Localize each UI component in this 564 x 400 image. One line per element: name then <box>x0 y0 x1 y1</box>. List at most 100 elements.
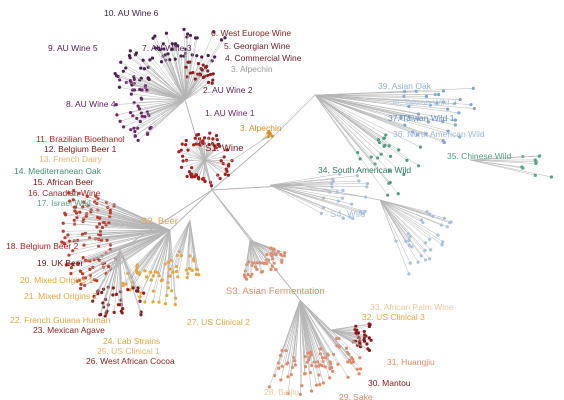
branch <box>140 67 186 101</box>
branch <box>314 94 421 148</box>
leaf <box>375 156 380 160</box>
branch <box>140 99 186 122</box>
leaf <box>226 173 231 177</box>
branch <box>204 159 212 186</box>
leaf <box>218 176 222 181</box>
leaf <box>367 336 371 340</box>
branch <box>119 249 129 290</box>
leaf <box>340 196 345 200</box>
leaf <box>286 375 290 379</box>
leaf <box>169 258 173 262</box>
branch <box>299 299 321 385</box>
clade-label: 14. Mediterranean Oak <box>14 166 102 176</box>
leaf <box>209 184 214 188</box>
leaf <box>194 142 198 146</box>
leaf <box>179 253 183 258</box>
branch <box>269 173 340 186</box>
branch <box>269 175 358 186</box>
branch <box>269 184 366 212</box>
branch <box>136 229 171 271</box>
clade-label: 20. Mixed Origins 1 <box>20 275 93 285</box>
branch <box>379 199 426 244</box>
branch <box>150 229 171 273</box>
leaf <box>67 253 71 257</box>
supergroup-label: S2. Beer <box>141 216 178 227</box>
branch <box>269 184 339 202</box>
leaf <box>206 53 210 58</box>
branch <box>152 57 186 101</box>
leaf <box>121 69 125 73</box>
branch <box>269 184 322 214</box>
leaf <box>81 219 85 224</box>
leaf <box>206 80 211 84</box>
branch <box>280 299 301 381</box>
leaf <box>290 365 295 370</box>
branch <box>184 74 211 101</box>
leaf <box>351 216 355 221</box>
branch <box>187 149 206 161</box>
leaf <box>118 303 122 307</box>
leaf <box>215 138 219 142</box>
leaf <box>193 36 198 40</box>
leaf <box>69 265 74 270</box>
leaf <box>357 372 361 376</box>
branch <box>299 299 339 365</box>
branch <box>139 99 186 110</box>
branch <box>181 219 191 256</box>
branch <box>152 229 171 302</box>
branch <box>82 206 171 231</box>
branch <box>131 93 186 101</box>
leaf <box>82 243 86 247</box>
branch <box>108 222 171 231</box>
branch <box>299 299 349 363</box>
leaf <box>188 33 193 38</box>
leaf <box>99 313 103 317</box>
leaf <box>213 55 217 59</box>
branch <box>314 94 437 104</box>
branch <box>314 94 418 136</box>
leaf <box>223 36 227 40</box>
branch <box>184 37 196 101</box>
branch <box>162 229 171 280</box>
branch <box>379 199 413 247</box>
leaf <box>188 266 192 271</box>
leaf <box>159 60 164 64</box>
leaf <box>186 32 190 36</box>
branch <box>177 45 186 101</box>
leaf <box>351 357 355 361</box>
leaf <box>196 132 201 137</box>
leaf <box>373 162 377 166</box>
branch <box>249 239 261 263</box>
leaf <box>222 155 226 159</box>
clade-label: 27. US Clinical 2 <box>187 317 250 327</box>
leaf <box>81 272 85 276</box>
leaf <box>344 346 349 350</box>
leaf <box>128 49 132 53</box>
leaf <box>426 120 430 124</box>
branch <box>249 239 273 267</box>
leaf <box>132 77 136 81</box>
leaf <box>274 267 278 272</box>
branch <box>192 159 206 177</box>
branch <box>203 159 206 179</box>
clade-label: 33. African Palm Wine <box>370 302 454 312</box>
leaf <box>177 150 181 154</box>
leaf <box>376 138 381 142</box>
leaf <box>458 135 462 139</box>
branch <box>329 329 370 339</box>
branch <box>171 219 191 261</box>
leaf <box>280 260 284 264</box>
leaf <box>79 282 83 286</box>
leaf <box>354 324 358 328</box>
leaf <box>129 128 133 132</box>
leaf <box>446 129 450 133</box>
leaf <box>348 215 352 219</box>
leaf <box>131 286 135 290</box>
branch <box>314 94 386 136</box>
leaf <box>166 52 170 56</box>
leaf <box>423 248 427 252</box>
branch <box>379 199 433 217</box>
leaf <box>355 328 359 332</box>
leaf <box>286 361 290 365</box>
branch <box>119 189 213 251</box>
